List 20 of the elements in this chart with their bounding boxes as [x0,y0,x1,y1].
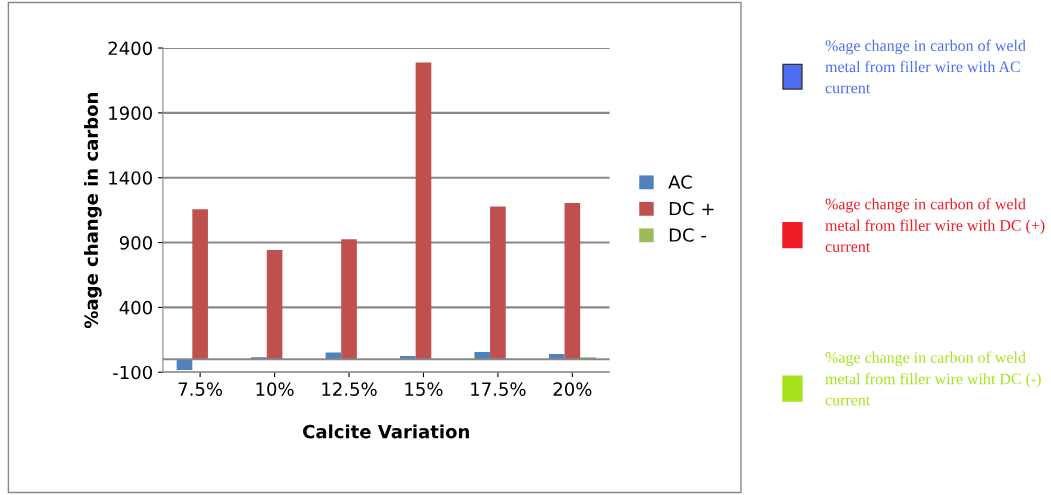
x-axis-title: Calcite Variation [303,424,469,439]
x-tick-label: 15% [405,382,443,396]
y-tick-label: 400 [119,300,152,315]
legend-label: AC [668,175,692,189]
text: %age change in carbon of weld metal from filler wire wiht DC (-) current [825,351,1041,406]
x-tick-label: 7.5% [178,382,223,396]
x-tick-label: 10% [256,382,294,396]
y-axis-title: %age change in carbon [84,93,102,329]
y-tick-label: -100 [113,365,152,380]
x-tick-label: 20% [553,382,592,396]
x-tick-label: 17.5% [471,382,526,396]
y-tick-label: 1900 [109,106,152,120]
legend-label: DC + [669,201,714,216]
x-tick-label: 12.5% [322,382,377,396]
y-tick-label: 1400 [109,171,152,185]
y-tick-label: 900 [119,236,152,250]
text: %age change in carbon of weld metal from filler wire with DC (+) current [825,198,1045,252]
text: %age change in carbon of weld metal from filler wire with AC current [825,39,1026,94]
legend-label: DC - [669,228,706,242]
y-tick-label: 2400 [108,41,152,56]
